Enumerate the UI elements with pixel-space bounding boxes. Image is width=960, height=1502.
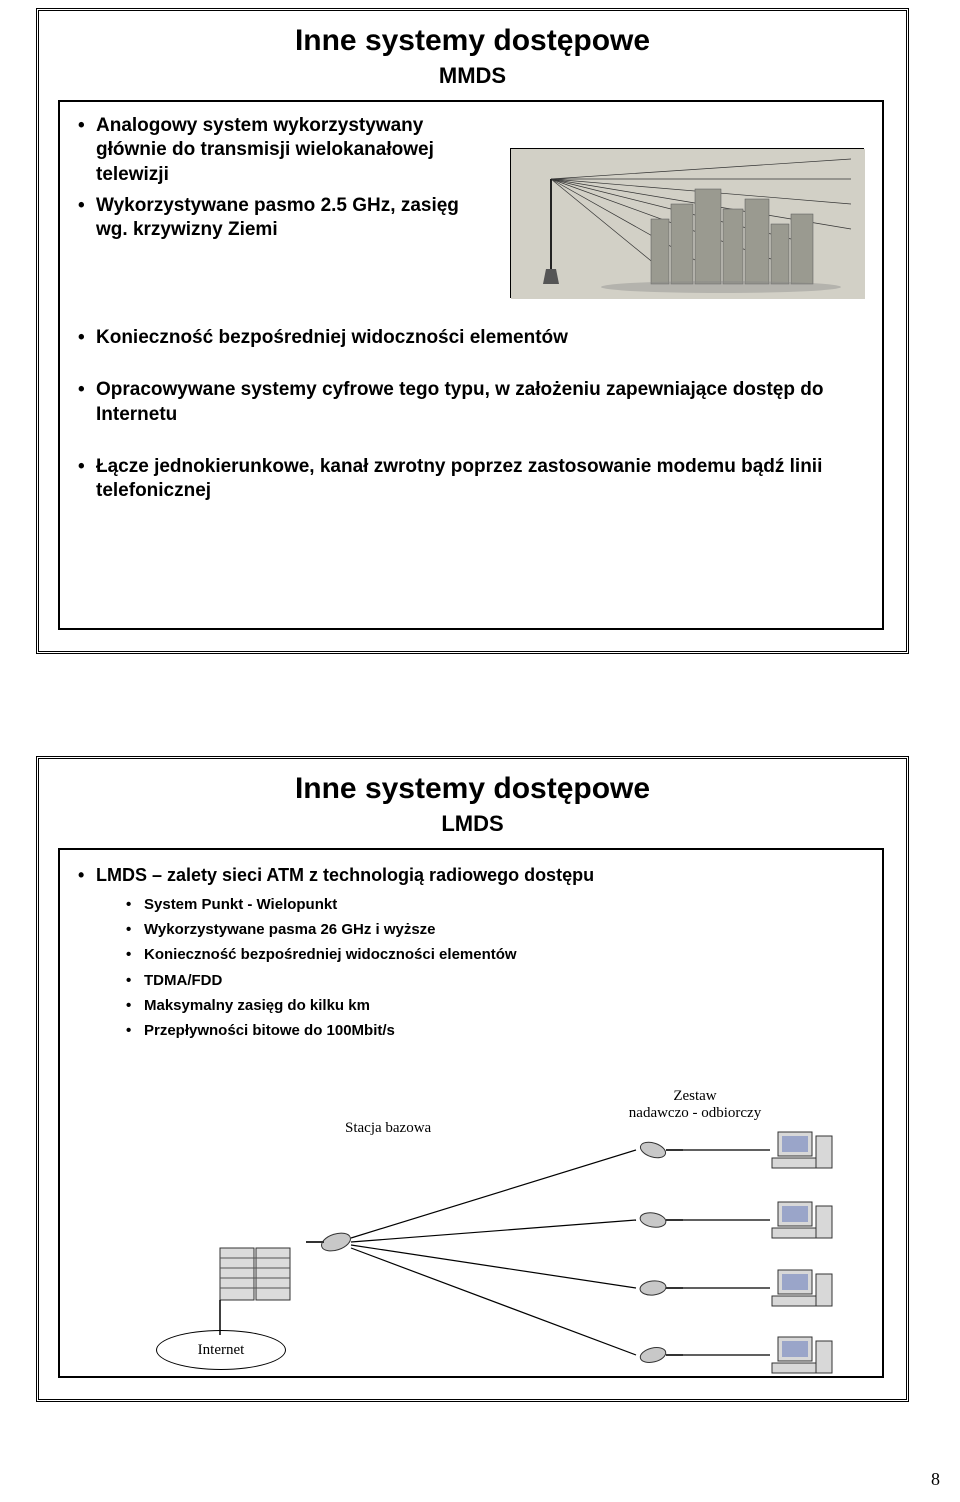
slide1-bullet-2: Konieczność bezpośredniej widoczności el…: [78, 326, 858, 350]
mmds-city-skyline-image: [510, 148, 864, 298]
slide1-bullet-0: Analogowy system wykorzystywany głównie …: [78, 114, 498, 187]
page-number: 8: [931, 1469, 940, 1490]
lmds-diagram: [58, 1130, 884, 1390]
slide2-sub-2: Konieczność bezpośredniej widoczności el…: [126, 945, 858, 964]
antenna-to-pc-lines: [683, 1150, 770, 1355]
slide2-sub-4: Maksymalny zasięg do kilku km: [126, 996, 858, 1015]
city-skyline-svg: [511, 149, 865, 299]
slide1-bullet-3: Opracowywane systemy cyfrowe tego typu, …: [78, 378, 858, 427]
slide2-sub-1: Wykorzystywane pasma 26 GHz i wyższe: [126, 920, 858, 939]
slide2-bullets: LMDS – zalety sieci ATM z technologią ra…: [78, 864, 858, 1040]
slide1-bullets-c: Konieczność bezpośredniej widoczności el…: [78, 326, 858, 504]
label-zestaw: Zestaw nadawczo - odbiorczy: [615, 1088, 775, 1122]
label-zestaw-l2: nadawczo - odbiorczy: [629, 1105, 761, 1121]
slide1-bullets-b: Wykorzystywane pasmo 2.5 GHz, zasięg wg.…: [78, 194, 478, 243]
base-antenna-icon: [306, 1230, 353, 1254]
slide2-sub-3: TDMA/FDD: [126, 971, 858, 990]
slide2-sub-0: System Punkt - Wielopunkt: [126, 895, 858, 914]
base-station-icon: [220, 1248, 290, 1300]
slide2-title: Inne systemy dostępowe: [36, 772, 909, 807]
slide2-sub-5: Przepływności bitowe do 100Mbit/s: [126, 1021, 858, 1040]
client-pcs: [772, 1132, 832, 1373]
radio-lines: [351, 1150, 636, 1355]
slide2-main-bullet: LMDS – zalety sieci ATM z technologią ra…: [78, 864, 858, 1040]
slide2-sub-bullets: System Punkt - Wielopunkt Wykorzystywane…: [126, 895, 858, 1040]
slide1-bullets: Analogowy system wykorzystywany głównie …: [78, 114, 498, 187]
slide1-title: Inne systemy dostępowe: [36, 24, 909, 59]
slide1-subtitle: MMDS: [36, 63, 909, 89]
slide1-bullet-4: Łącze jednokierunkowe, kanał zwrotny pop…: [78, 455, 858, 504]
slide2-subtitle: LMDS: [36, 811, 909, 837]
slide1-bullet-1: Wykorzystywane pasmo 2.5 GHz, zasięg wg.…: [78, 194, 478, 243]
receiver-antennas: [638, 1139, 683, 1365]
label-zestaw-l1: Zestaw: [673, 1088, 716, 1104]
slide2-main-bullet-text: LMDS – zalety sieci ATM z technologią ra…: [96, 865, 594, 885]
